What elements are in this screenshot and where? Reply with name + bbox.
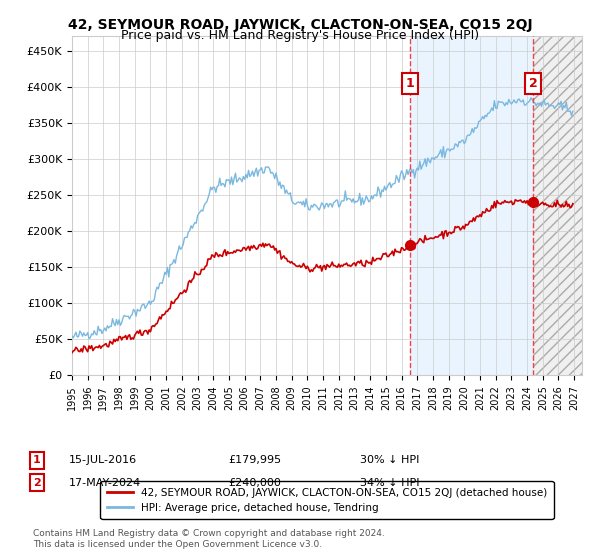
Text: 42, SEYMOUR ROAD, JAYWICK, CLACTON-ON-SEA, CO15 2QJ: 42, SEYMOUR ROAD, JAYWICK, CLACTON-ON-SE… <box>68 18 532 32</box>
Text: 34% ↓ HPI: 34% ↓ HPI <box>360 478 419 488</box>
Text: 2: 2 <box>529 77 538 90</box>
Text: £240,000: £240,000 <box>228 478 281 488</box>
Text: 1: 1 <box>33 455 41 465</box>
Text: 1: 1 <box>406 77 415 90</box>
Text: 30% ↓ HPI: 30% ↓ HPI <box>360 455 419 465</box>
Text: 2: 2 <box>33 478 41 488</box>
Legend: 42, SEYMOUR ROAD, JAYWICK, CLACTON-ON-SEA, CO15 2QJ (detached house), HPI: Avera: 42, SEYMOUR ROAD, JAYWICK, CLACTON-ON-SE… <box>100 482 554 519</box>
Text: £179,995: £179,995 <box>228 455 281 465</box>
Bar <box>533 36 582 375</box>
Text: Price paid vs. HM Land Registry's House Price Index (HPI): Price paid vs. HM Land Registry's House … <box>121 29 479 42</box>
Bar <box>410 36 533 375</box>
Text: Contains HM Land Registry data © Crown copyright and database right 2024.
This d: Contains HM Land Registry data © Crown c… <box>33 529 385 549</box>
Text: 15-JUL-2016: 15-JUL-2016 <box>69 455 137 465</box>
Text: 17-MAY-2024: 17-MAY-2024 <box>69 478 141 488</box>
